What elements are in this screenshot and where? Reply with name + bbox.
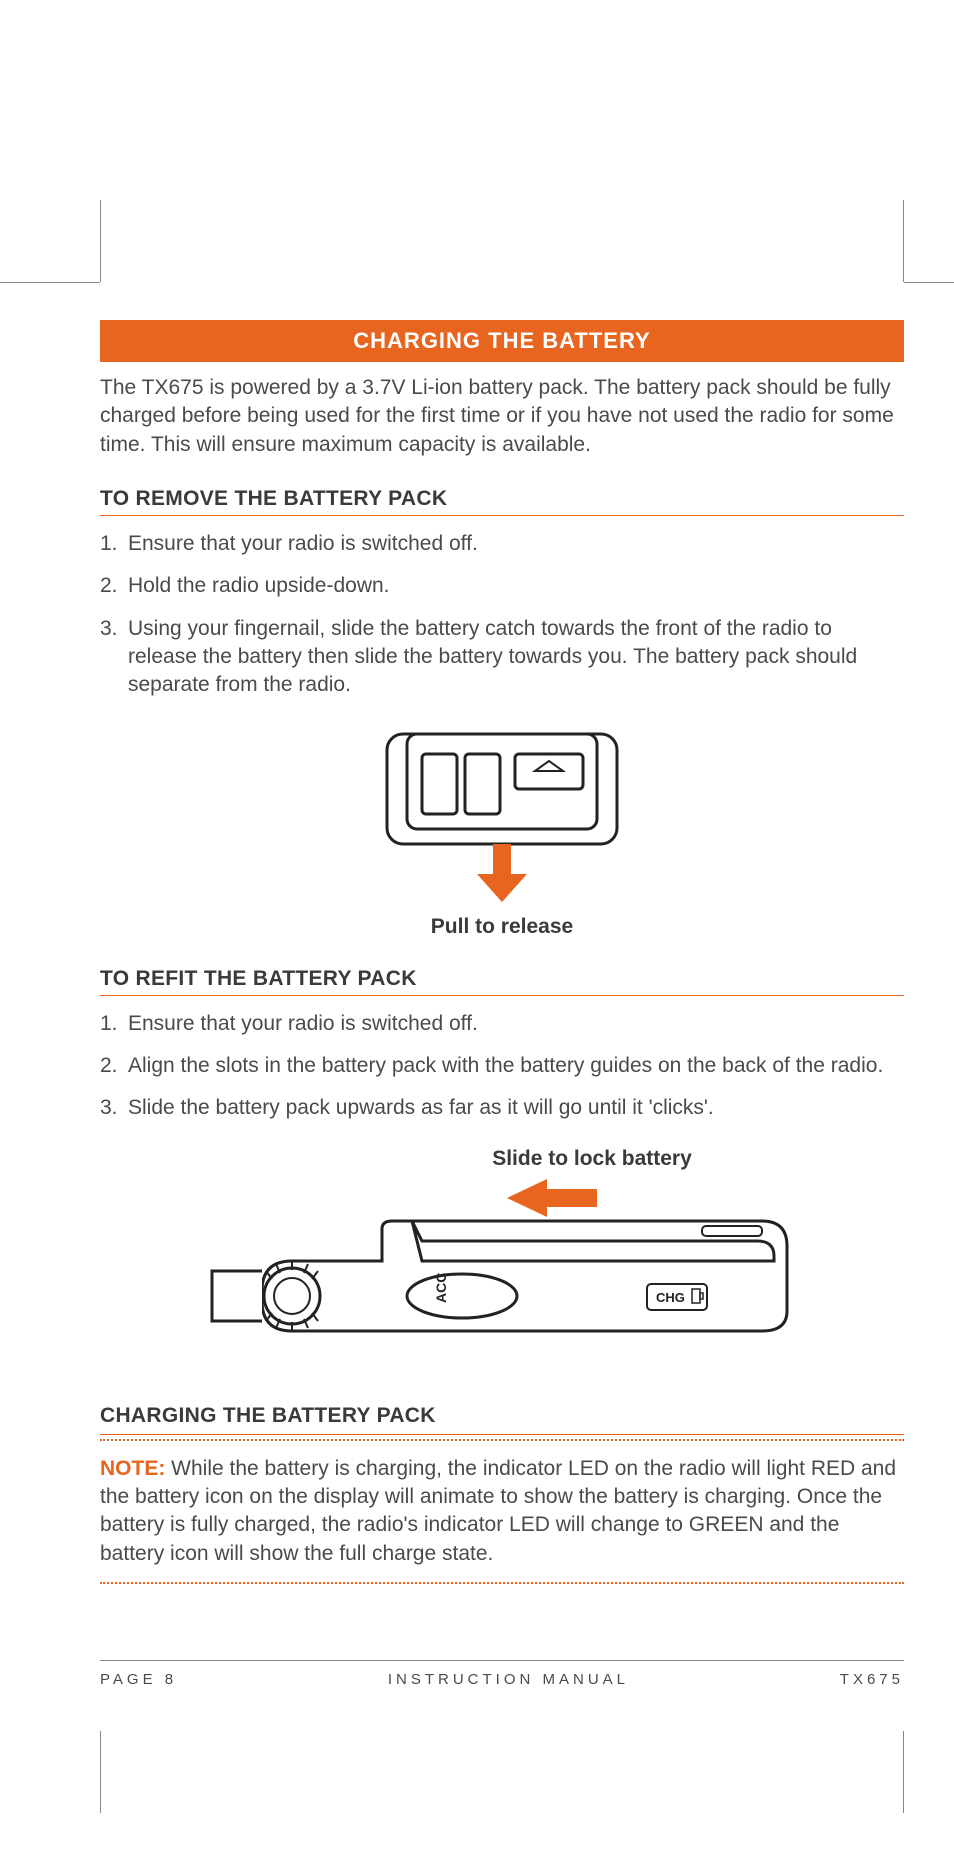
crop-mark <box>100 1731 101 1813</box>
footer-model: TX675 <box>840 1671 904 1688</box>
list-item: 1.Ensure that your radio is switched off… <box>100 530 904 558</box>
remove-diagram: Pull to release <box>100 724 904 939</box>
step-text: Ensure that your radio is switched off. <box>128 530 904 558</box>
step-text: Align the slots in the battery pack with… <box>128 1052 904 1080</box>
note-paragraph: NOTE: While the battery is charging, the… <box>100 1455 904 1584</box>
diagram1-caption: Pull to release <box>100 915 904 939</box>
battery-refit-icon: ACC CHG <box>202 1171 802 1371</box>
footer-page: PAGE 8 <box>100 1671 177 1688</box>
step-number: 1. <box>100 1010 128 1038</box>
remove-steps: 1.Ensure that your radio is switched off… <box>100 530 904 700</box>
crop-mark <box>903 1731 904 1813</box>
section-title-bar: CHARGING THE BATTERY <box>100 320 904 362</box>
charging-heading: CHARGING THE BATTERY PACK <box>100 1404 904 1435</box>
chg-label: CHG <box>656 1290 685 1305</box>
step-number: 3. <box>100 615 128 700</box>
intro-paragraph: The TX675 is powered by a 3.7V Li-ion ba… <box>100 374 904 459</box>
battery-remove-icon <box>357 724 647 904</box>
list-item: 3.Slide the battery pack upwards as far … <box>100 1094 904 1122</box>
diagram2-caption: Slide to lock battery <box>280 1147 904 1171</box>
content-area: CHARGING THE BATTERY The TX675 is powere… <box>100 320 904 1584</box>
footer-center: INSTRUCTION MANUAL <box>388 1671 629 1688</box>
list-item: 1.Ensure that your radio is switched off… <box>100 1010 904 1038</box>
step-text: Ensure that your radio is switched off. <box>128 1010 904 1038</box>
remove-heading: TO REMOVE THE BATTERY PACK <box>100 487 904 516</box>
dotted-rule <box>100 1439 904 1441</box>
list-item: 2.Align the slots in the battery pack wi… <box>100 1052 904 1080</box>
note-text: While the battery is charging, the indic… <box>100 1457 896 1565</box>
crop-mark <box>903 200 904 282</box>
step-text: Using your fingernail, slide the battery… <box>128 615 904 700</box>
step-number: 2. <box>100 1052 128 1080</box>
crop-mark <box>100 200 101 282</box>
page-footer: PAGE 8 INSTRUCTION MANUAL TX675 <box>100 1660 904 1688</box>
acc-label: ACC <box>433 1272 449 1302</box>
refit-heading: TO REFIT THE BATTERY PACK <box>100 967 904 996</box>
step-number: 1. <box>100 530 128 558</box>
page: CHARGING THE BATTERY The TX675 is powere… <box>0 0 954 1853</box>
step-number: 2. <box>100 572 128 600</box>
step-text: Hold the radio upside-down. <box>128 572 904 600</box>
note-label: NOTE: <box>100 1457 165 1480</box>
step-number: 3. <box>100 1094 128 1122</box>
step-text: Slide the battery pack upwards as far as… <box>128 1094 904 1122</box>
refit-steps: 1.Ensure that your radio is switched off… <box>100 1010 904 1123</box>
list-item: 2.Hold the radio upside-down. <box>100 572 904 600</box>
crop-mark <box>904 282 954 283</box>
list-item: 3.Using your fingernail, slide the batte… <box>100 615 904 700</box>
refit-diagram: Slide to lock battery ACC CHG <box>100 1147 904 1376</box>
crop-mark <box>0 282 100 283</box>
